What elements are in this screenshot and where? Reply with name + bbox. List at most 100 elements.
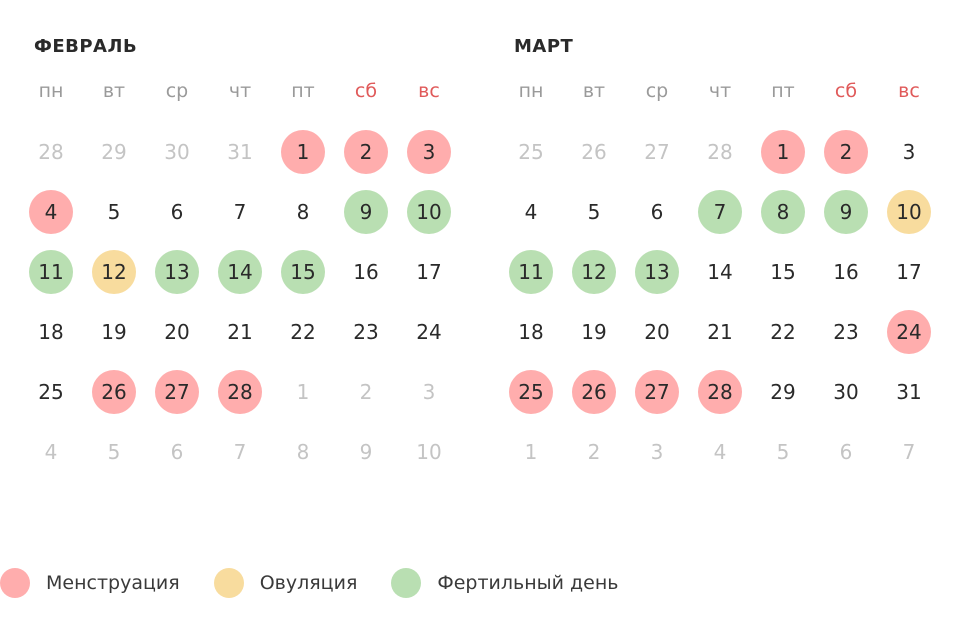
day-cell[interactable]: 3 — [406, 122, 452, 182]
day-cell[interactable]: 31 — [217, 122, 263, 182]
day-cell[interactable]: 30 — [823, 362, 869, 422]
day-cell[interactable]: 6 — [634, 182, 680, 242]
day-cell[interactable]: 13 — [634, 242, 680, 302]
day-cell[interactable]: 22 — [280, 302, 326, 362]
day-cell[interactable]: 25 — [508, 362, 554, 422]
day-cell[interactable]: 21 — [217, 302, 263, 362]
day-cell[interactable]: 13 — [154, 242, 200, 302]
day-cell[interactable]: 5 — [760, 422, 806, 482]
day-cell[interactable]: 7 — [217, 422, 263, 482]
day-cell[interactable]: 11 — [508, 242, 554, 302]
day-cell[interactable]: 29 — [760, 362, 806, 422]
day-cell[interactable]: 1 — [280, 362, 326, 422]
day-cell[interactable]: 26 — [571, 122, 617, 182]
day-cell[interactable]: 10 — [406, 422, 452, 482]
day-number: 25 — [38, 380, 64, 404]
day-cell[interactable]: 26 — [91, 362, 137, 422]
day-cell[interactable]: 22 — [760, 302, 806, 362]
day-cell[interactable]: 1 — [280, 122, 326, 182]
day-number: 7 — [902, 440, 916, 464]
day-cell[interactable]: 2 — [571, 422, 617, 482]
day-cell[interactable]: 15 — [760, 242, 806, 302]
day-cell[interactable]: 20 — [634, 302, 680, 362]
day-cell[interactable]: 28 — [697, 122, 743, 182]
day-cell[interactable]: 23 — [823, 302, 869, 362]
day-cell[interactable]: 7 — [886, 422, 932, 482]
day-cell[interactable]: 14 — [697, 242, 743, 302]
day-cell[interactable]: 2 — [343, 362, 389, 422]
day-cell[interactable]: 21 — [697, 302, 743, 362]
day-number: 27 — [644, 140, 670, 164]
day-number: 12 — [92, 250, 136, 294]
day-cell[interactable]: 6 — [154, 422, 200, 482]
day-cell[interactable]: 10 — [406, 182, 452, 242]
day-cell[interactable]: 2 — [343, 122, 389, 182]
day-cell[interactable]: 12 — [571, 242, 617, 302]
day-cell[interactable]: 25 — [28, 362, 74, 422]
day-cell[interactable]: 17 — [886, 242, 932, 302]
day-cell[interactable]: 27 — [634, 122, 680, 182]
day-cell[interactable]: 31 — [886, 362, 932, 422]
day-number: 15 — [281, 250, 325, 294]
day-number: 6 — [170, 200, 184, 224]
day-cell[interactable]: 15 — [280, 242, 326, 302]
day-cell[interactable]: 19 — [571, 302, 617, 362]
day-number: 31 — [896, 380, 922, 404]
day-number: 19 — [101, 320, 127, 344]
day-number: 28 — [707, 140, 733, 164]
day-cell[interactable]: 27 — [634, 362, 680, 422]
day-cell[interactable]: 8 — [760, 182, 806, 242]
day-cell[interactable]: 5 — [571, 182, 617, 242]
day-cell[interactable]: 9 — [343, 422, 389, 482]
day-cell[interactable]: 3 — [886, 122, 932, 182]
day-cell[interactable]: 11 — [28, 242, 74, 302]
day-cell[interactable]: 14 — [217, 242, 263, 302]
day-cell[interactable]: 10 — [886, 182, 932, 242]
day-cell[interactable]: 8 — [280, 422, 326, 482]
day-cell[interactable]: 5 — [91, 422, 137, 482]
day-cell[interactable]: 9 — [343, 182, 389, 242]
day-cell[interactable]: 30 — [154, 122, 200, 182]
day-cell[interactable]: 18 — [508, 302, 554, 362]
day-cell[interactable]: 3 — [634, 422, 680, 482]
day-cell[interactable]: 6 — [154, 182, 200, 242]
day-cell[interactable]: 4 — [697, 422, 743, 482]
day-cell[interactable]: 16 — [823, 242, 869, 302]
month-grid: пн вт ср чт пт сб вс 25 26 27 28 1 2 3 4 5 6 7 8 9 10 11 12 13 1… — [508, 62, 948, 482]
day-number: 17 — [896, 260, 922, 284]
day-cell[interactable]: 5 — [91, 182, 137, 242]
day-cell[interactable]: 4 — [508, 182, 554, 242]
day-cell[interactable]: 28 — [697, 362, 743, 422]
day-cell[interactable]: 24 — [886, 302, 932, 362]
day-cell[interactable]: 28 — [217, 362, 263, 422]
day-cell[interactable]: 12 — [91, 242, 137, 302]
day-cell[interactable]: 9 — [823, 182, 869, 242]
day-cell[interactable]: 19 — [91, 302, 137, 362]
day-number: 6 — [650, 200, 664, 224]
day-cell[interactable]: 6 — [823, 422, 869, 482]
day-cell[interactable]: 7 — [217, 182, 263, 242]
day-cell[interactable]: 23 — [343, 302, 389, 362]
day-cell[interactable]: 29 — [91, 122, 137, 182]
day-number: 2 — [824, 130, 868, 174]
day-cell[interactable]: 4 — [28, 422, 74, 482]
day-number: 26 — [92, 370, 136, 414]
day-cell[interactable]: 28 — [28, 122, 74, 182]
day-cell[interactable]: 3 — [406, 362, 452, 422]
day-cell[interactable]: 26 — [571, 362, 617, 422]
day-cell[interactable]: 27 — [154, 362, 200, 422]
day-cell[interactable]: 1 — [760, 122, 806, 182]
day-cell[interactable]: 4 — [28, 182, 74, 242]
day-cell[interactable]: 1 — [508, 422, 554, 482]
day-cell[interactable]: 24 — [406, 302, 452, 362]
day-cell[interactable]: 20 — [154, 302, 200, 362]
day-cell[interactable]: 17 — [406, 242, 452, 302]
day-cell[interactable]: 7 — [697, 182, 743, 242]
day-cell[interactable]: 8 — [280, 182, 326, 242]
day-cell[interactable]: 25 — [508, 122, 554, 182]
day-cell[interactable]: 2 — [823, 122, 869, 182]
day-cell[interactable]: 16 — [343, 242, 389, 302]
ovulation-dot-icon — [213, 568, 244, 598]
day-cell[interactable]: 18 — [28, 302, 74, 362]
legend-label: Овуляция — [259, 572, 358, 594]
